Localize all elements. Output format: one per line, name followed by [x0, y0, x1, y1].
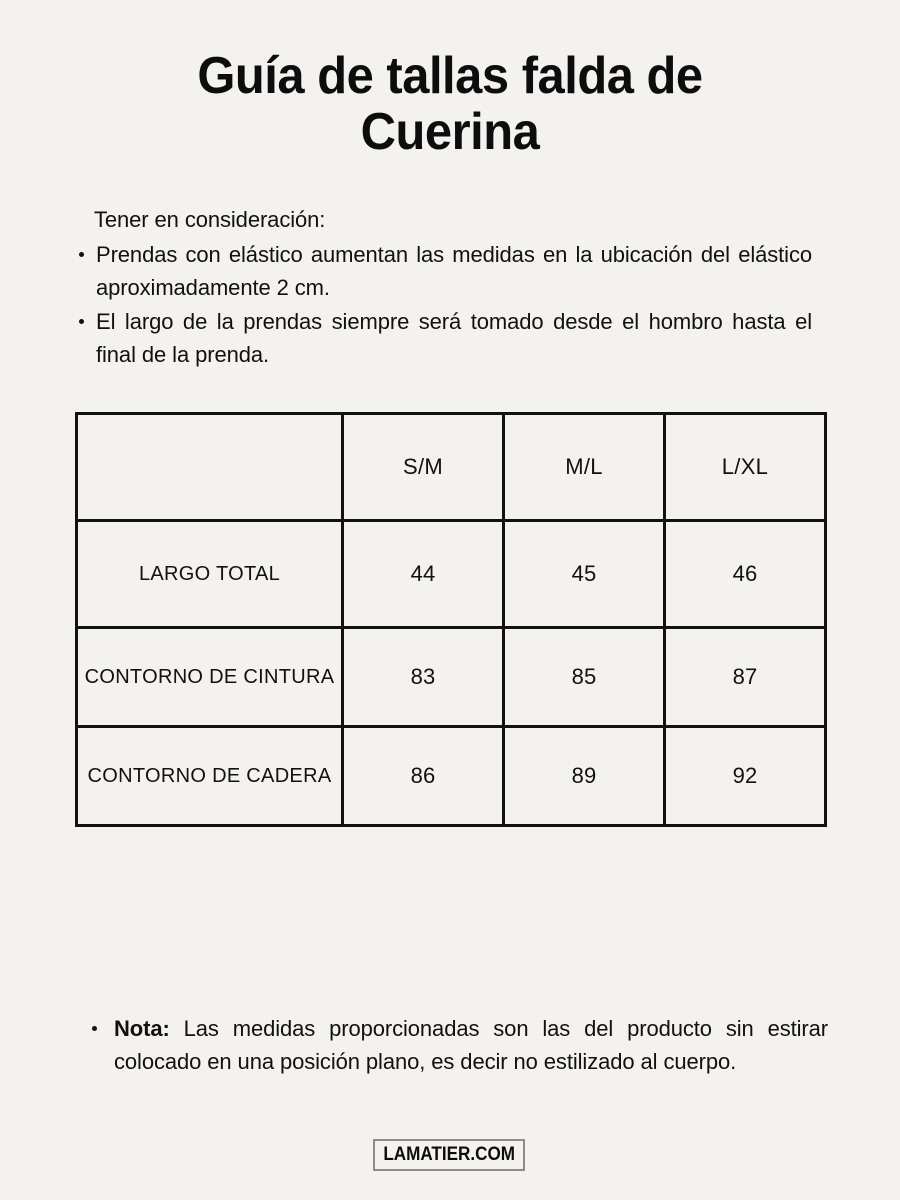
list-item: Prendas con elástico aumentan las medida…: [76, 238, 812, 304]
cell-contorno-cintura-lxl: 87: [663, 626, 827, 728]
table-row: LARGO TOTAL 44 45 46: [75, 519, 827, 629]
note-label: Nota:: [114, 1016, 170, 1041]
table-header-sm: S/M: [341, 412, 505, 522]
cell-largo-total-ml: 45: [502, 519, 666, 629]
note-text: Las medidas proporcionadas son las del p…: [114, 1016, 828, 1074]
page-title-line-2: Cuerina: [360, 103, 540, 161]
cell-contorno-cadera-ml: 89: [502, 725, 666, 827]
row-label-largo-total: LARGO TOTAL: [75, 519, 344, 629]
cell-contorno-cadera-sm: 86: [341, 725, 505, 827]
cell-contorno-cintura-ml: 85: [502, 626, 666, 728]
brand-badge-label: LAMATIER.COM: [383, 1144, 515, 1165]
considerations-lead: Tener en consideración:: [94, 207, 326, 232]
brand-badge: LAMATIER.COM: [373, 1139, 525, 1171]
size-chart-table: S/M M/L L/XL LARGO TOTAL 44 45 46 CONTOR…: [75, 412, 827, 827]
row-label-contorno-cadera: CONTORNO DE CADERA: [75, 725, 344, 827]
page-title-line-1: Guía de tallas falda de: [197, 47, 703, 105]
page-title: Guía de tallas falda de Cuerina: [140, 48, 760, 160]
cell-contorno-cintura-sm: 83: [341, 626, 505, 728]
table-row: CONTORNO DE CINTURA 83 85 87: [75, 626, 827, 728]
cell-largo-total-sm: 44: [341, 519, 505, 629]
table-row: CONTORNO DE CADERA 86 89 92: [75, 725, 827, 827]
consideration-text-1: Prendas con elástico aumentan las medida…: [96, 242, 812, 300]
table-header-lxl: L/XL: [663, 412, 827, 522]
table-header-ml: M/L: [502, 412, 666, 522]
note-block: Nota: Las medidas proporcionadas son las…: [88, 1012, 828, 1078]
list-item: El largo de la prendas siempre será toma…: [76, 305, 812, 371]
consideration-text-2: El largo de la prendas siempre será toma…: [96, 309, 812, 367]
table-header-row: S/M M/L L/XL: [75, 412, 827, 522]
note-item: Nota: Las medidas proporcionadas son las…: [88, 1012, 828, 1078]
considerations-block: Tener en consideración: Prendas con elás…: [76, 203, 812, 372]
considerations-list: Prendas con elástico aumentan las medida…: [76, 238, 812, 371]
row-label-contorno-cintura: CONTORNO DE CINTURA: [75, 626, 344, 728]
cell-contorno-cadera-lxl: 92: [663, 725, 827, 827]
cell-largo-total-lxl: 46: [663, 519, 827, 629]
table-header-blank: [75, 412, 344, 522]
